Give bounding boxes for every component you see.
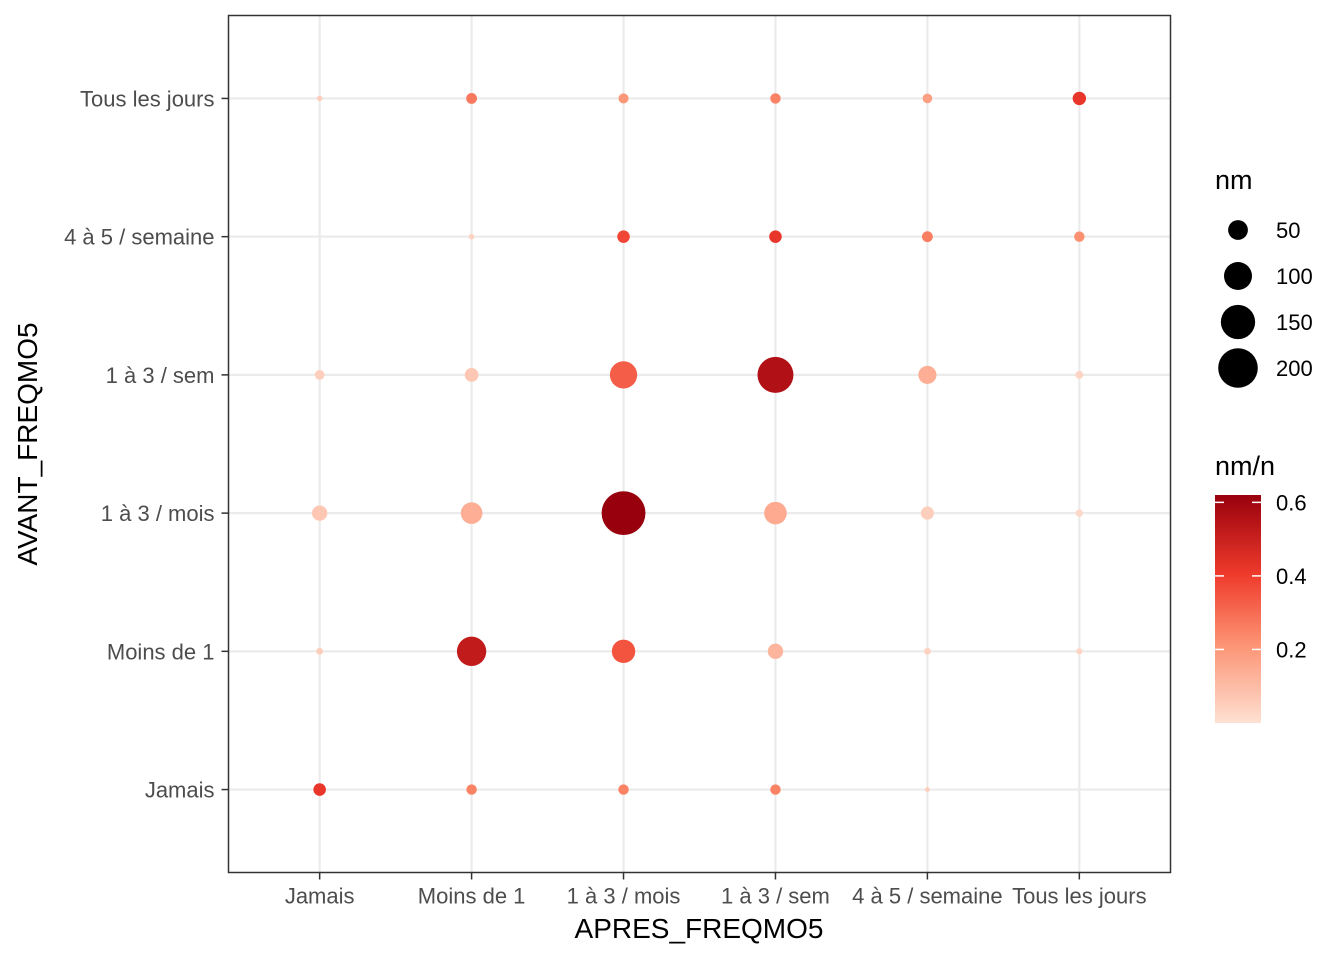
x-tick-label-4-5-semaine: 4 à 5 / semaine (852, 884, 1002, 909)
point-4-5-semaine-moins-de-1 (468, 233, 475, 240)
y-tick-label-1-3-mois: 1 à 3 / mois (101, 501, 215, 526)
size-legend-label-150: 150 (1276, 310, 1313, 335)
point-jamais-1-3-mois (618, 784, 629, 795)
y-tick-label-moins-de-1: Moins de 1 (107, 639, 215, 664)
x-tick-label-tous-les-jours: Tous les jours (1012, 884, 1147, 909)
point-4-5-semaine-1-3-sem (769, 230, 782, 243)
point-1-3-mois-4-5-semaine (920, 506, 934, 520)
point-1-3-mois-1-3-mois (601, 491, 646, 536)
point-1-3-mois-tous-les-jours (1075, 509, 1084, 517)
point-moins-de-1-tous-les-jours (1076, 648, 1083, 655)
point-moins-de-1-4-5-semaine (923, 647, 931, 655)
point-moins-de-1-1-3-mois (611, 639, 636, 664)
point-jamais-1-3-sem (770, 784, 781, 795)
point-1-3-sem-1-3-mois (609, 361, 638, 389)
point-moins-de-1-jamais (316, 647, 324, 655)
y-tick-label-1-3-sem: 1 à 3 / sem (106, 363, 215, 388)
y-tick-label-4-5-semaine: 4 à 5 / semaine (64, 225, 214, 250)
color-legend-label-2: 0.6 (1276, 490, 1307, 515)
point-tous-les-jours-4-5-semaine (922, 93, 933, 104)
point-tous-les-jours-jamais (316, 95, 323, 102)
point-jamais-moins-de-1 (466, 784, 477, 795)
y-axis-title: AVANT_FREQMO5 (12, 322, 43, 565)
point-1-3-sem-4-5-semaine (918, 365, 937, 384)
point-1-3-mois-moins-de-1 (460, 502, 483, 524)
point-4-5-semaine-1-3-mois (617, 230, 630, 243)
plot-panel-border (227, 14, 1172, 874)
point-jamais-jamais (313, 783, 326, 796)
point-tous-les-jours-tous-les-jours (1072, 91, 1087, 106)
size-legend-key-50 (1228, 220, 1248, 240)
point-1-3-sem-moins-de-1 (464, 368, 479, 382)
y-axis: Jamais Moins de 1 1 à 3 / mois 1 à 3 / sem 4… (64, 86, 229, 803)
size-legend-label-100: 100 (1276, 264, 1313, 289)
point-moins-de-1-moins-de-1 (456, 636, 487, 667)
point-4-5-semaine-4-5-semaine (921, 231, 933, 243)
y-tick-label-tous-les-jours: Tous les jours (80, 86, 215, 111)
color-legend-label-0: 0.2 (1276, 637, 1307, 662)
x-tick-label-moins-de-1: Moins de 1 (418, 884, 526, 909)
size-legend-title: nm (1215, 165, 1253, 195)
size-legend-key-150 (1220, 304, 1256, 340)
x-axis: Jamais Moins de 1 1 à 3 / mois 1 à 3 / sem 4… (285, 872, 1147, 909)
point-1-3-sem-tous-les-jours (1075, 370, 1084, 379)
x-tick-label-1-3-mois: 1 à 3 / mois (567, 884, 681, 909)
color-legend-title: nm/n (1215, 451, 1275, 481)
point-tous-les-jours-moins-de-1 (466, 93, 478, 104)
point-1-3-mois-jamais (311, 505, 328, 521)
y-tick-label-jamais: Jamais (145, 778, 215, 803)
point-jamais-4-5-semaine (924, 787, 930, 792)
point-moins-de-1-1-3-sem (767, 643, 784, 660)
data-points (311, 91, 1087, 796)
x-tick-label-jamais: Jamais (285, 884, 355, 909)
color-legend: nm/n 0.2 0.4 0.6 (1215, 451, 1307, 723)
point-tous-les-jours-1-3-sem (770, 93, 781, 104)
point-4-5-semaine-tous-les-jours (1074, 231, 1085, 242)
point-tous-les-jours-1-3-mois (618, 93, 629, 104)
x-tick-label-1-3-sem: 1 à 3 / sem (721, 884, 830, 909)
grid-lines (228, 15, 1171, 873)
x-axis-title: APRES_FREQMO5 (575, 913, 824, 944)
point-1-3-mois-1-3-sem (764, 501, 787, 525)
color-legend-label-1: 0.4 (1276, 564, 1307, 589)
color-bar (1215, 495, 1261, 723)
size-legend-label-50: 50 (1276, 218, 1300, 243)
size-legend-key-100 (1224, 262, 1252, 290)
size-legend-label-200: 200 (1276, 356, 1313, 381)
size-legend-key-200 (1218, 348, 1258, 388)
point-1-3-sem-jamais (314, 370, 325, 380)
point-1-3-sem-1-3-sem (757, 356, 794, 393)
size-legend: nm 50 100 150 200 (1215, 165, 1313, 388)
